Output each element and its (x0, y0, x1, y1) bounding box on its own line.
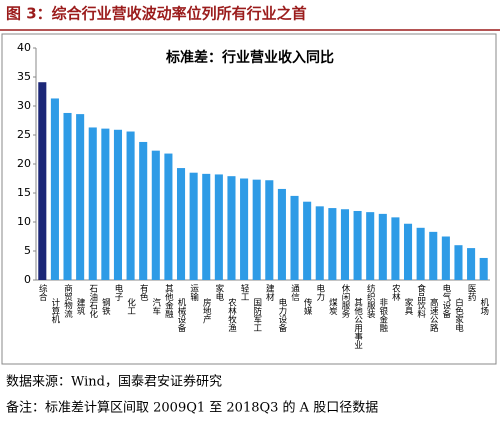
x-tick-label: 煤炭 (327, 297, 337, 316)
x-tick-label: 房地产 (201, 297, 211, 324)
x-tick-label: 运输 (189, 284, 199, 302)
y-tick-label: 10 (17, 215, 31, 228)
y-tick-label: 0 (24, 273, 31, 286)
x-tick-label: 其他公用事业 (353, 298, 363, 349)
x-tick-label: 钢铁 (100, 297, 110, 316)
x-tick-label: 通信 (290, 283, 300, 302)
bar (265, 180, 274, 280)
bar (38, 82, 47, 280)
bar (328, 208, 337, 280)
bar (214, 174, 223, 280)
y-tick-label: 5 (24, 244, 31, 257)
bar (151, 150, 160, 280)
x-tick-label: 汽车 (151, 297, 161, 316)
x-tick-label: 医药 (466, 284, 476, 302)
bar (429, 231, 438, 280)
bar (126, 131, 135, 280)
bar (202, 173, 211, 280)
bar (467, 248, 476, 280)
bar (88, 127, 97, 281)
bar (441, 236, 450, 280)
x-tick-label: 计算机 (50, 297, 60, 324)
x-tick-label: 传媒 (302, 297, 312, 316)
x-tick-label: 休闲服务 (340, 283, 350, 319)
bar (164, 153, 173, 280)
bar (366, 212, 375, 280)
x-tick-label: 化工 (126, 297, 136, 315)
x-tick-label: 轻工 (239, 283, 249, 301)
source: 数据来源：Wind，国泰君安证券研究 (6, 374, 222, 390)
bar (277, 188, 286, 280)
y-tick-label: 15 (17, 186, 31, 199)
y-tick-label: 25 (17, 128, 31, 141)
bar (479, 257, 488, 280)
bar (416, 227, 425, 280)
bar (252, 179, 261, 280)
bar (63, 112, 72, 281)
x-tick-label: 综合 (37, 283, 47, 302)
x-tick-label: 国防军工 (252, 298, 262, 332)
bar (139, 141, 148, 280)
y-tick-label: 40 (17, 41, 31, 54)
bar (50, 98, 59, 281)
chart-frame (1, 33, 497, 365)
bar (378, 213, 387, 280)
y-tick-label: 20 (17, 157, 31, 170)
bar (227, 176, 236, 280)
x-tick-label: 家电 (214, 283, 224, 301)
x-tick-label: 白色家电 (453, 297, 463, 332)
x-tick-label: 建筑 (75, 297, 85, 316)
bar (113, 129, 123, 280)
x-tick-label: 农林牧渔 (226, 297, 236, 332)
x-tick-label: 纺织服装 (365, 283, 375, 319)
bar (189, 172, 198, 280)
bar (303, 201, 312, 280)
bar (315, 206, 324, 280)
x-tick-label: 电气设备 (441, 283, 451, 319)
x-tick-label: 商贸物流 (63, 283, 73, 319)
bar (101, 128, 110, 280)
bar (340, 209, 350, 280)
x-tick-label: 机械设备 (176, 297, 186, 333)
x-tick-label: 其他金融 (163, 284, 173, 319)
bar (353, 210, 362, 280)
x-tick-label: 有色 (138, 283, 148, 301)
x-tick-label: 食品饮料 (416, 283, 426, 319)
header: 图 3：综合行业营收波动率位列所有行业之首 (6, 5, 307, 23)
x-tick-label: 建材 (264, 283, 274, 301)
bar (454, 245, 463, 280)
chart-title: 标准差：行业营业收入同比 (165, 49, 334, 66)
x-tick-label: 机场 (479, 297, 489, 316)
x-tick-label: 高速公路 (428, 297, 438, 333)
x-tick-label: 电力设备 (277, 297, 287, 333)
x-tick-label: 家具 (403, 297, 413, 316)
x-tick-label: 非银金融 (378, 297, 388, 333)
x-tick-label: 石油石化 (88, 284, 98, 319)
x-tick-label: 电力 (315, 283, 325, 302)
bar (290, 195, 299, 280)
bar (403, 223, 413, 280)
bar (176, 168, 186, 280)
bar (391, 217, 400, 280)
note: 备注：标准差计算区间取 2009Q1 至 2018Q3 的 A 股口径数据 (6, 400, 378, 416)
y-tick-label: 30 (17, 99, 31, 112)
x-tick-label: 农林 (390, 283, 400, 302)
bar (76, 114, 85, 281)
x-tick-label: 电子 (113, 283, 123, 301)
y-tick-label: 35 (17, 70, 31, 83)
bar (240, 178, 249, 280)
